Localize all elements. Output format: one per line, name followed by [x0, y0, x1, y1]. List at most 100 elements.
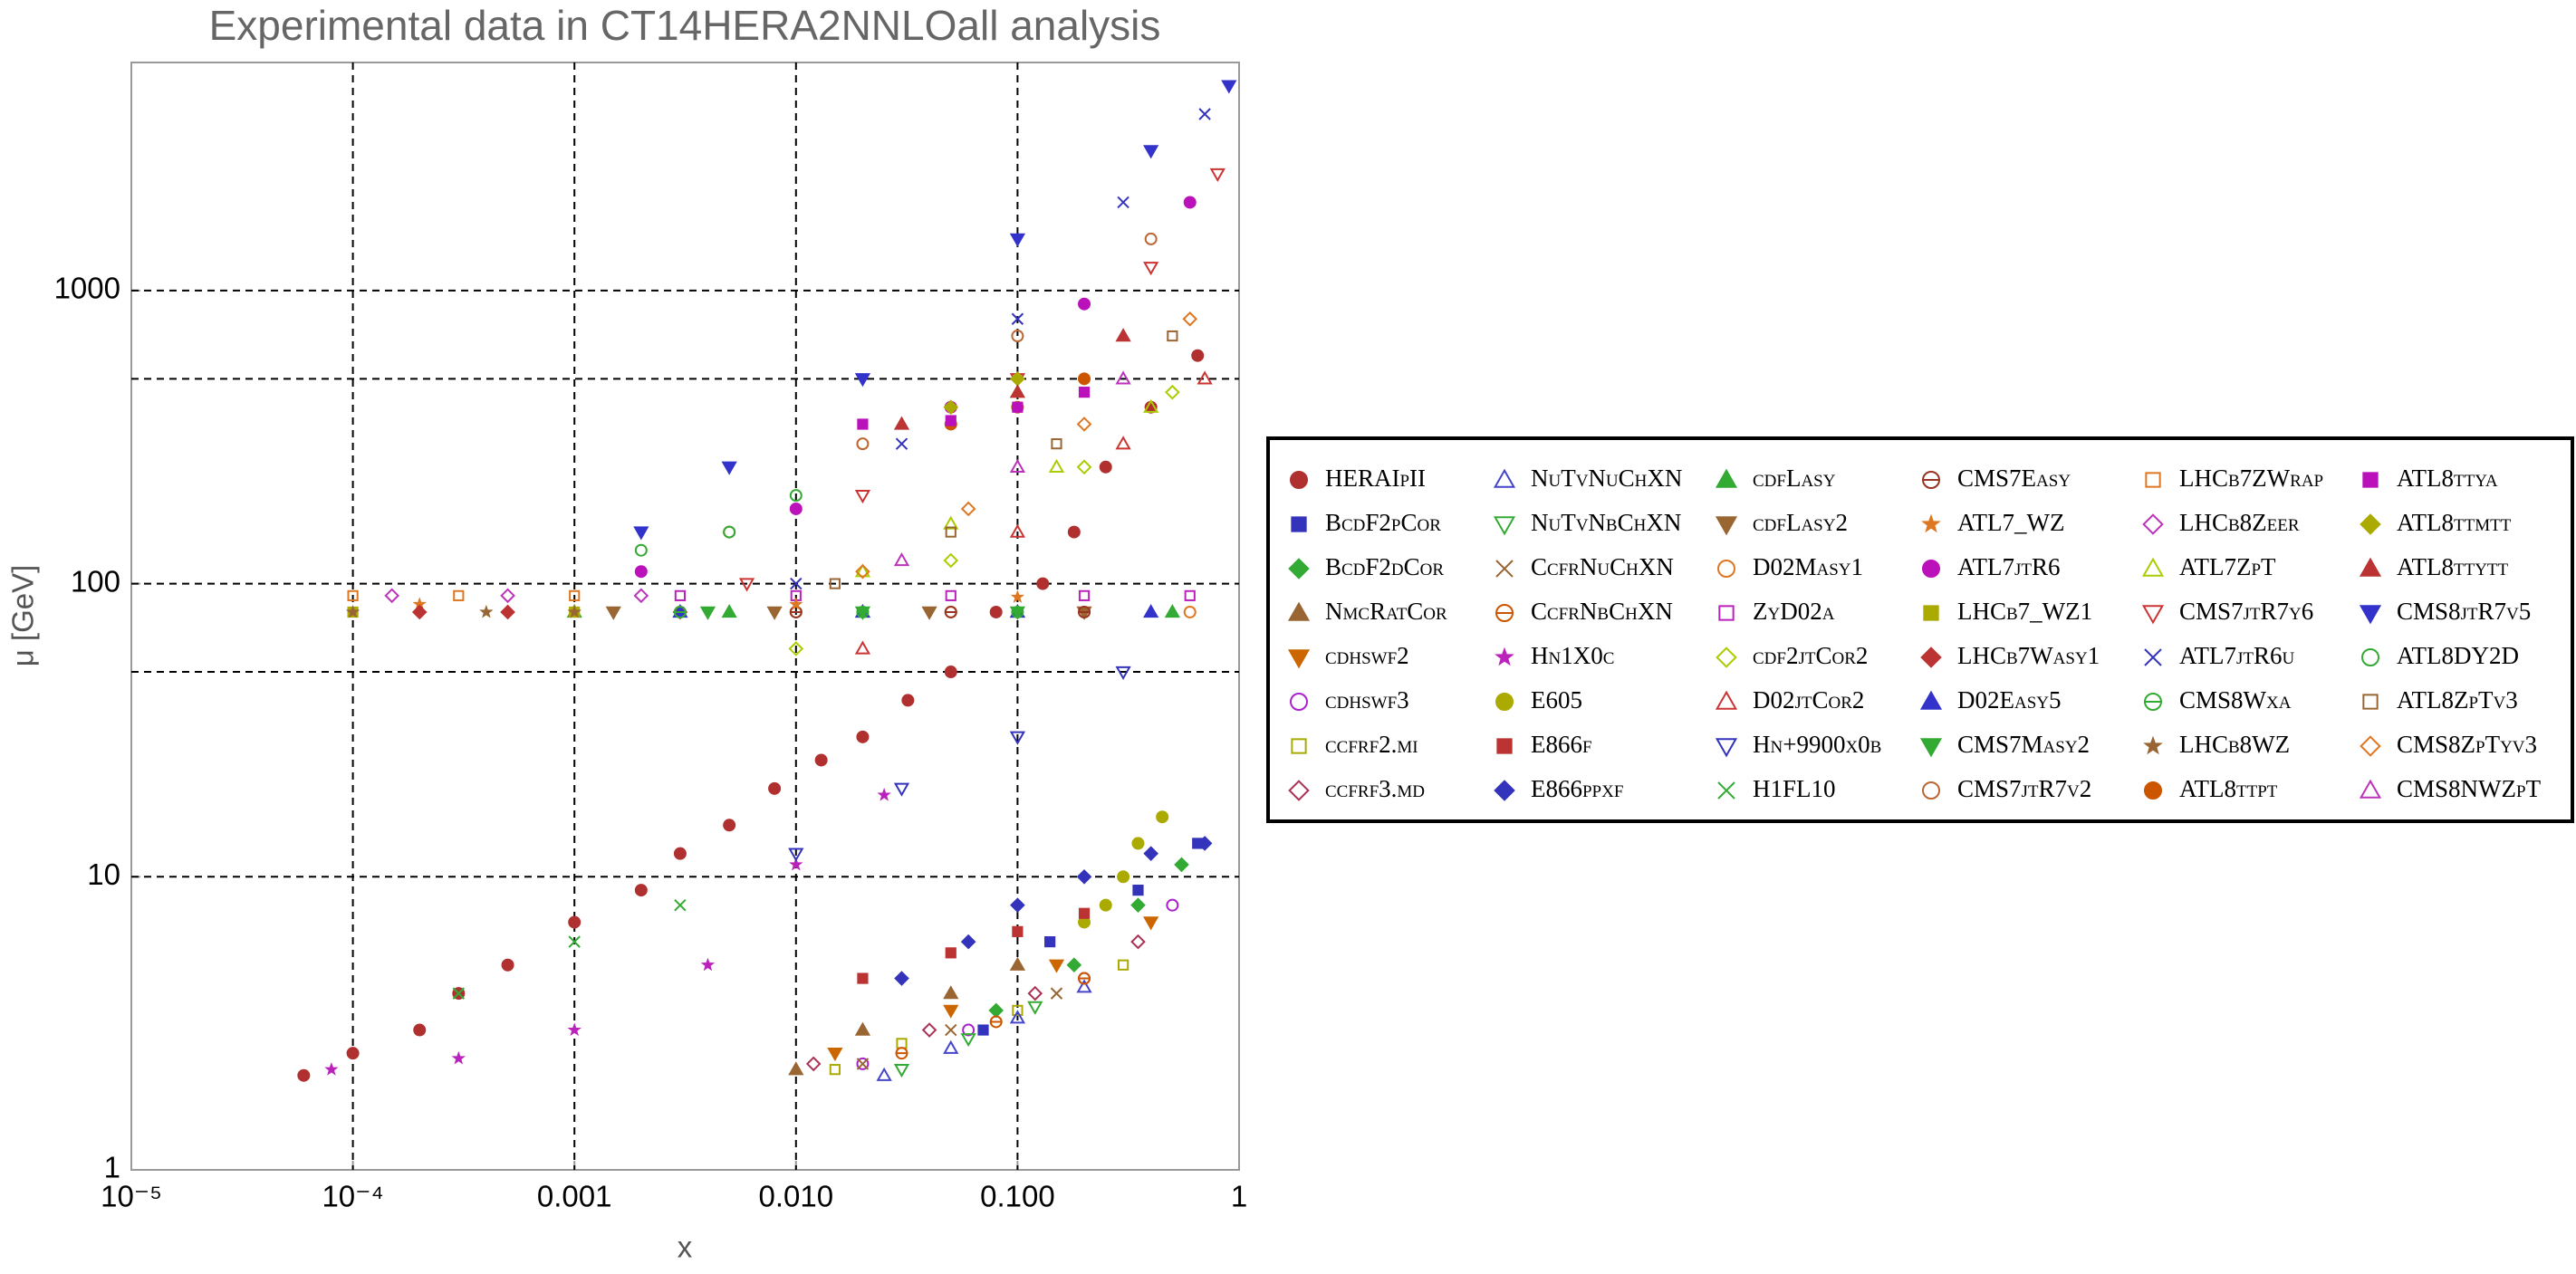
legend-label: ATL7_WZ	[1957, 509, 2064, 536]
legend-label: ATL8ttytt	[2397, 553, 2509, 580]
legend-label: D02jtCor2	[1753, 686, 1864, 714]
legend-marker	[2360, 513, 2381, 535]
data-point	[1143, 846, 1158, 861]
data-point	[1099, 898, 1112, 912]
data-point	[901, 694, 915, 707]
legend-label: E866f	[1531, 731, 1592, 758]
x-tick-label: 10⁻⁵	[101, 1180, 162, 1213]
data-point	[453, 589, 465, 601]
data-point	[1144, 232, 1158, 245]
data-point	[605, 606, 621, 620]
data-point	[1197, 836, 1213, 851]
data-point	[1131, 837, 1145, 850]
data-point	[1048, 458, 1065, 473]
legend-marker	[1718, 605, 1735, 621]
data-point	[1167, 330, 1178, 342]
data-point	[1012, 925, 1024, 937]
data-point	[699, 606, 716, 620]
legend-marker	[1923, 605, 1939, 621]
data-point	[1067, 525, 1081, 539]
data-point	[854, 1021, 871, 1036]
data-point	[854, 563, 871, 578]
data-point	[788, 848, 804, 862]
data-point	[1132, 885, 1144, 896]
legend-label: LHCb8Zeer	[2179, 509, 2300, 536]
data-point	[452, 987, 466, 1000]
legend-label: ATL7jtR6	[1957, 553, 2061, 580]
legend-label: CMS8Wxa	[2179, 686, 2292, 714]
data-point	[1050, 987, 1063, 1000]
legend-label: LHCb8WZ	[2179, 731, 2290, 758]
legend-label: NuTvNuChXN	[1531, 465, 1682, 492]
data-point	[854, 373, 871, 388]
legend-marker	[2360, 735, 2381, 757]
legend-label: cdfLasy	[1753, 465, 1836, 492]
data-point	[1012, 1004, 1024, 1016]
data-point	[1117, 870, 1130, 884]
data-point	[921, 606, 937, 620]
legend-label: D02Masy1	[1753, 553, 1863, 580]
data-point	[893, 552, 910, 567]
data-point	[943, 552, 959, 569]
legend-marker	[2359, 557, 2382, 577]
legend-marker	[1716, 647, 1737, 668]
legend-label: CMS8NWZpT	[2397, 775, 2542, 802]
data-point	[857, 972, 869, 984]
data-point	[854, 489, 871, 504]
data-point	[1051, 438, 1062, 450]
data-point	[1011, 312, 1024, 325]
legend-label: cdhswf2	[1325, 642, 1409, 669]
legend-marker	[2142, 513, 2164, 535]
legend-marker	[1493, 516, 1516, 536]
data-point	[1036, 577, 1050, 590]
legend-box	[1266, 436, 2574, 823]
legend-label: CcfrNuChXN	[1531, 553, 1674, 580]
data-point	[413, 1023, 427, 1037]
legend-label: CMS7Masy2	[1957, 731, 2090, 758]
legend-label: ATL7ZpT	[2179, 553, 2276, 580]
data-point	[347, 589, 359, 601]
plot-frame	[130, 62, 1240, 1171]
legend-marker	[2141, 557, 2165, 577]
legend-label: cdfLasy2	[1753, 509, 1848, 536]
data-point	[1066, 957, 1082, 973]
data-point	[1183, 605, 1197, 618]
legend-label: NmcRatCor	[1325, 598, 1447, 625]
data-point	[1182, 311, 1198, 327]
data-point	[1009, 233, 1026, 247]
legend-marker	[1715, 738, 1738, 758]
y-tick-label: 1000	[54, 272, 120, 305]
legend-marker	[1290, 471, 1308, 489]
data-point	[324, 1062, 339, 1076]
x-tick-label: 0.010	[759, 1180, 834, 1213]
legend-label: CMS8ZpTyv3	[2397, 731, 2537, 758]
legend-label: D02Easy5	[1957, 686, 2062, 714]
data-point	[768, 781, 782, 795]
data-point	[1078, 605, 1091, 618]
data-point	[1078, 907, 1091, 919]
data-point	[1198, 108, 1211, 120]
x-tick-label: 1	[1231, 1180, 1247, 1213]
data-point	[738, 578, 755, 592]
legend-label: BcdF2pCor	[1325, 509, 1441, 536]
data-point	[960, 934, 976, 950]
legend-marker	[1287, 601, 1311, 621]
legend-marker	[2145, 472, 2161, 488]
data-point	[977, 1024, 989, 1036]
data-point	[569, 589, 581, 601]
legend-marker	[1922, 471, 1941, 489]
data-point	[1076, 459, 1092, 475]
data-point	[1027, 985, 1043, 1001]
legend-marker	[1495, 560, 1514, 578]
data-point	[895, 437, 908, 450]
legend-marker	[2144, 693, 2163, 711]
legend-marker	[2144, 648, 2162, 666]
legend-marker	[2141, 605, 2165, 625]
data-point	[989, 1015, 1003, 1029]
data-point	[1143, 145, 1159, 159]
data-point	[1115, 436, 1131, 450]
data-point	[989, 605, 1003, 618]
data-point	[856, 1057, 870, 1070]
data-point	[673, 847, 687, 860]
